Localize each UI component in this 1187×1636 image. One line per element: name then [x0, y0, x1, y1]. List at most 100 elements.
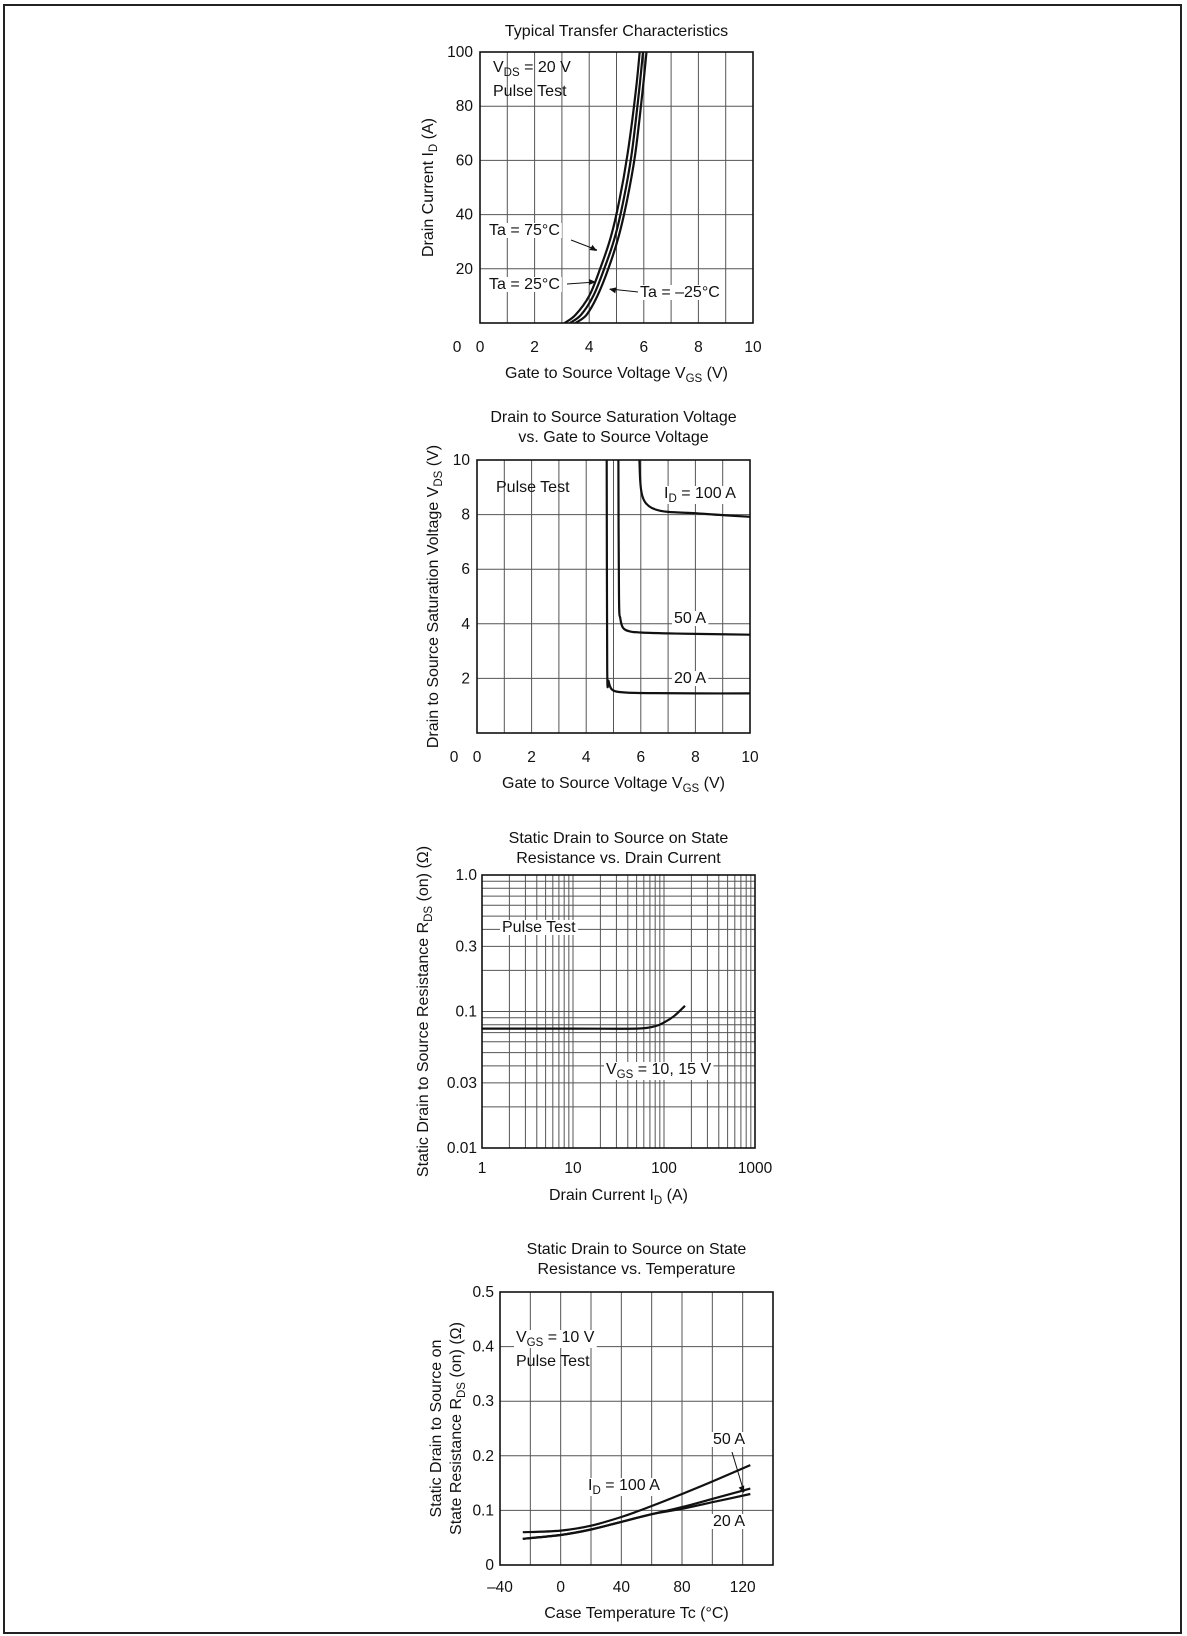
annotation-bg — [638, 285, 722, 300]
x-tick-label: 8 — [691, 749, 700, 766]
annotation-bg — [586, 1478, 663, 1496]
plot-frame — [479, 51, 754, 324]
chart-1: VDS = 20 V Pulse Test Ta = 75°C Ta = 25°C Ta… — [420, 23, 762, 385]
x-tick-label: 10 — [744, 339, 762, 356]
gridlines — [477, 460, 750, 733]
annotation-label: 50 A — [674, 610, 706, 627]
y-tick-label: 4 — [461, 616, 470, 633]
x-tick-label: 6 — [639, 339, 648, 356]
annotation-bg — [500, 920, 579, 935]
y-tick-label: 20 — [456, 261, 474, 278]
x-tick-label: 1000 — [738, 1160, 773, 1177]
annotation-label: 20 A — [674, 670, 706, 687]
series-line — [569, 52, 645, 323]
annotation-label: Ta = 75°C — [489, 222, 560, 239]
arrow-head — [589, 279, 596, 285]
series-line — [605, 460, 750, 695]
plot-frame — [481, 874, 756, 1149]
y-tick-label: 1.0 — [455, 867, 477, 884]
arrow-head — [609, 287, 617, 294]
gridlines — [480, 52, 753, 323]
chart-title: Drain to Source Saturation Voltage — [490, 409, 736, 426]
x-tick-label: 40 — [613, 1579, 631, 1596]
annotation-label: ID = 100 A — [588, 1477, 660, 1497]
annotation-label: VGS = 10, 15 V — [606, 1061, 711, 1081]
annotation-label: VDS = 20 V — [493, 59, 571, 79]
series-group — [522, 1464, 751, 1540]
y-tick-label: 0.03 — [447, 1075, 477, 1092]
y-axis-label: Drain to Source Saturation Voltage VDS (… — [425, 445, 445, 748]
gridlines — [482, 875, 755, 1148]
x-tick-label: –40 — [487, 1579, 513, 1596]
y-tick-label: 2 — [461, 670, 470, 687]
y-tick-label: 6 — [461, 561, 470, 578]
annotation-bg — [672, 671, 709, 686]
y-tick-label: 40 — [456, 207, 474, 224]
annotation-bg — [487, 277, 562, 292]
chart-3: Pulse Test VGS = 10, 15 V 1 10 100 1000 0.01 0.… — [415, 830, 773, 1207]
x-tick-label: 10 — [564, 1160, 582, 1177]
x-tick-label: 6 — [636, 749, 645, 766]
annotation-label: VGS = 10 V — [516, 1329, 595, 1349]
annotation-bg — [487, 223, 562, 238]
y-tick-label: 8 — [461, 507, 470, 524]
x-tick-label: 1 — [478, 1160, 487, 1177]
series-line — [482, 1005, 686, 1030]
annotation-label: Pulse Test — [496, 479, 570, 496]
y-axis-label: State Resistance RDS (on) (Ω) — [448, 1322, 468, 1535]
y-axis-label: Static Drain to Source on — [428, 1340, 445, 1518]
y-tick-label: 0.5 — [472, 1284, 494, 1301]
annotation-label: Ta = –25°C — [640, 284, 720, 301]
x-axis-label: Drain Current ID (A) — [549, 1187, 688, 1207]
y-tick-label: 0.4 — [472, 1339, 494, 1356]
x-tick-label: 8 — [694, 339, 703, 356]
x-tick-label: 0 — [556, 1579, 565, 1596]
chart-2: Pulse Test ID = 100 A 50 A 20 A 0 2 4 6 8 10 2 4 6 8 1… — [425, 409, 759, 795]
chart-title: Resistance vs. Drain Current — [516, 850, 721, 867]
y-tick-label: 10 — [453, 452, 471, 469]
y-tick-label: 0 — [485, 1557, 494, 1574]
x-axis-label: Gate to Source Voltage VGS (V) — [505, 365, 728, 385]
annotation-bg — [672, 611, 709, 626]
x-tick-label: 2 — [527, 749, 536, 766]
y-axis-label: Static Drain to Source Resistance RDS (o… — [415, 846, 435, 1177]
series-group — [605, 460, 750, 695]
chart-title: Resistance vs. Temperature — [537, 1261, 735, 1278]
annotation-label: 50 A — [713, 1431, 745, 1448]
plot-frame — [499, 1291, 774, 1566]
x-tick-label: 80 — [673, 1579, 691, 1596]
annotation-bg — [604, 1062, 714, 1080]
chart-title: vs. Gate to Source Voltage — [518, 429, 708, 446]
series-line — [638, 460, 750, 518]
plot-frame — [476, 459, 751, 734]
page-border — [3, 4, 1182, 1634]
series-group — [563, 52, 648, 323]
y-axis-label: Drain Current ID (A) — [420, 118, 440, 257]
annotation-bg — [711, 1514, 748, 1529]
x-tick-label: 0 — [473, 749, 482, 766]
y-tick-label: 0.01 — [447, 1140, 477, 1157]
series-group — [482, 1005, 686, 1030]
origin-label: 0 — [453, 339, 462, 356]
y-tick-label: 0.1 — [472, 1502, 494, 1519]
y-tick-label: 0.1 — [455, 1004, 477, 1021]
x-tick-label: 10 — [741, 749, 759, 766]
arrow-head — [738, 1485, 745, 1493]
chart-title: Static Drain to Source on State — [509, 830, 729, 847]
y-tick-label: 60 — [456, 152, 474, 169]
y-tick-label: 0.3 — [472, 1393, 494, 1410]
y-tick-label: 0.2 — [472, 1448, 494, 1465]
series-line — [617, 460, 750, 636]
y-tick-label: 0.3 — [455, 938, 477, 955]
origin-label: 0 — [450, 749, 459, 766]
chart-title: Static Drain to Source on State — [527, 1241, 747, 1258]
y-tick-label: 80 — [456, 98, 474, 115]
x-axis-label: Gate to Source Voltage VGS (V) — [502, 775, 725, 795]
series-line — [522, 1492, 751, 1540]
chart-4: VGS = 10 V Pulse Test 50 A ID = 100 A 20 A –4… — [428, 1241, 774, 1622]
annotation-bg — [514, 1330, 597, 1348]
x-tick-label: 2 — [530, 339, 539, 356]
x-axis-label: Case Temperature Tc (°C) — [544, 1605, 729, 1622]
